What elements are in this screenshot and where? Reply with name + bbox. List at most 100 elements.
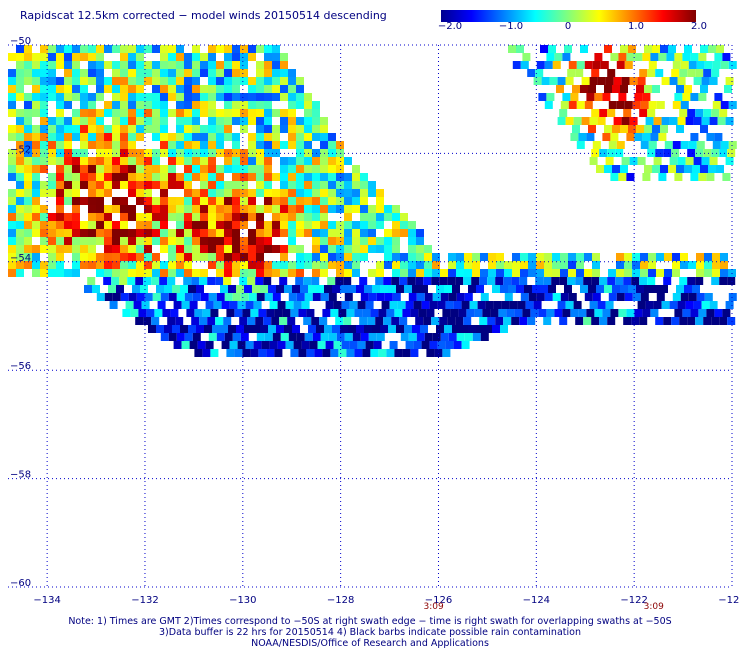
wind-cell <box>384 293 393 301</box>
map-title: Rapidscat 12.5km corrected − model winds… <box>20 9 387 22</box>
wind-cell <box>159 277 168 285</box>
wind-cell <box>352 253 360 261</box>
wind-cell <box>24 189 32 197</box>
wind-cell <box>146 309 155 317</box>
wind-cell <box>698 53 707 61</box>
wind-cell <box>88 109 96 117</box>
wind-cell <box>344 173 352 181</box>
wind-cell <box>688 61 697 69</box>
wind-cell <box>328 293 337 301</box>
wind-cell <box>216 125 224 133</box>
wind-cell <box>412 285 420 293</box>
wind-cell <box>96 125 104 133</box>
wind-cell <box>700 125 708 133</box>
wind-cell <box>258 309 267 317</box>
wind-cell <box>16 261 24 269</box>
wind-cell <box>328 165 336 173</box>
wind-cell <box>48 69 56 77</box>
wind-cell <box>320 157 328 165</box>
wind-cell <box>567 277 576 285</box>
wind-cell <box>40 141 48 149</box>
wind-cell <box>276 285 284 293</box>
wind-cell <box>368 213 376 221</box>
wind-cell <box>312 109 320 117</box>
wind-cell <box>495 317 504 325</box>
wind-cell <box>72 85 80 93</box>
wind-cell <box>647 109 656 117</box>
wind-cell <box>32 221 40 229</box>
wind-cell <box>64 45 72 53</box>
wind-cell <box>228 285 236 293</box>
wind-cell <box>269 341 278 349</box>
wind-cell <box>464 253 472 261</box>
wind-cell <box>413 301 422 309</box>
wind-cell <box>661 117 670 125</box>
wind-cell <box>640 269 648 277</box>
wind-cell <box>642 309 651 317</box>
wind-cell <box>288 85 296 93</box>
wind-cell <box>56 237 64 245</box>
wind-cell <box>256 253 264 261</box>
wind-cell <box>56 61 64 69</box>
wind-cell <box>304 173 312 181</box>
wind-cell <box>232 205 240 213</box>
wind-cell <box>392 213 400 221</box>
wind-cell <box>56 165 64 173</box>
wind-cell <box>680 61 689 69</box>
wind-cell <box>16 109 24 117</box>
wind-cell <box>104 173 112 181</box>
wind-cell <box>64 269 72 277</box>
wind-cell <box>272 269 280 277</box>
wind-cell <box>96 165 104 173</box>
wind-cell <box>136 61 144 69</box>
wind-cell <box>16 213 24 221</box>
wind-cell <box>453 301 462 309</box>
wind-cell <box>215 277 224 285</box>
wind-cell <box>104 293 113 301</box>
wind-cell <box>120 245 128 253</box>
wind-cell <box>184 61 192 69</box>
wind-cell <box>684 85 692 93</box>
footnote-line: Note: 1) Times are GMT 2)Times correspon… <box>68 616 672 627</box>
wind-cell <box>376 269 384 277</box>
wind-cell <box>80 253 88 261</box>
wind-cell <box>24 157 32 165</box>
wind-cell <box>240 69 248 77</box>
wind-cell <box>144 125 152 133</box>
wind-cell <box>48 157 56 165</box>
wind-cell <box>452 285 460 293</box>
wind-cell <box>304 197 312 205</box>
wind-cell <box>391 317 400 325</box>
wind-cell <box>551 277 560 285</box>
wind-cell <box>504 293 513 301</box>
wind-cell <box>152 93 160 101</box>
wind-cell <box>562 53 571 61</box>
wind-cell <box>296 333 305 341</box>
wind-cell <box>120 293 129 301</box>
wind-cell <box>728 61 737 69</box>
wind-cell <box>624 61 633 69</box>
wind-cell <box>56 197 64 205</box>
wind-cell <box>320 165 328 173</box>
wind-cell <box>104 61 112 69</box>
wind-cell <box>370 309 379 317</box>
wind-cell <box>48 181 56 189</box>
wind-cell <box>504 269 512 277</box>
wind-cell <box>516 285 524 293</box>
wind-cell <box>352 197 360 205</box>
wind-cell <box>200 269 208 277</box>
wind-cell <box>676 85 684 93</box>
wind-cell <box>32 69 40 77</box>
wind-cell <box>452 325 460 333</box>
wind-cell <box>650 53 659 61</box>
wind-cell <box>80 69 88 77</box>
wind-cell <box>728 141 737 149</box>
wind-cell <box>167 317 176 325</box>
lat-tick-label: −56 <box>10 361 31 372</box>
wind-cell <box>240 165 248 173</box>
wind-cell <box>172 285 180 293</box>
wind-cell <box>127 277 136 285</box>
wind-cell <box>296 101 304 109</box>
wind-cell <box>176 157 184 165</box>
wind-cell <box>184 253 192 261</box>
